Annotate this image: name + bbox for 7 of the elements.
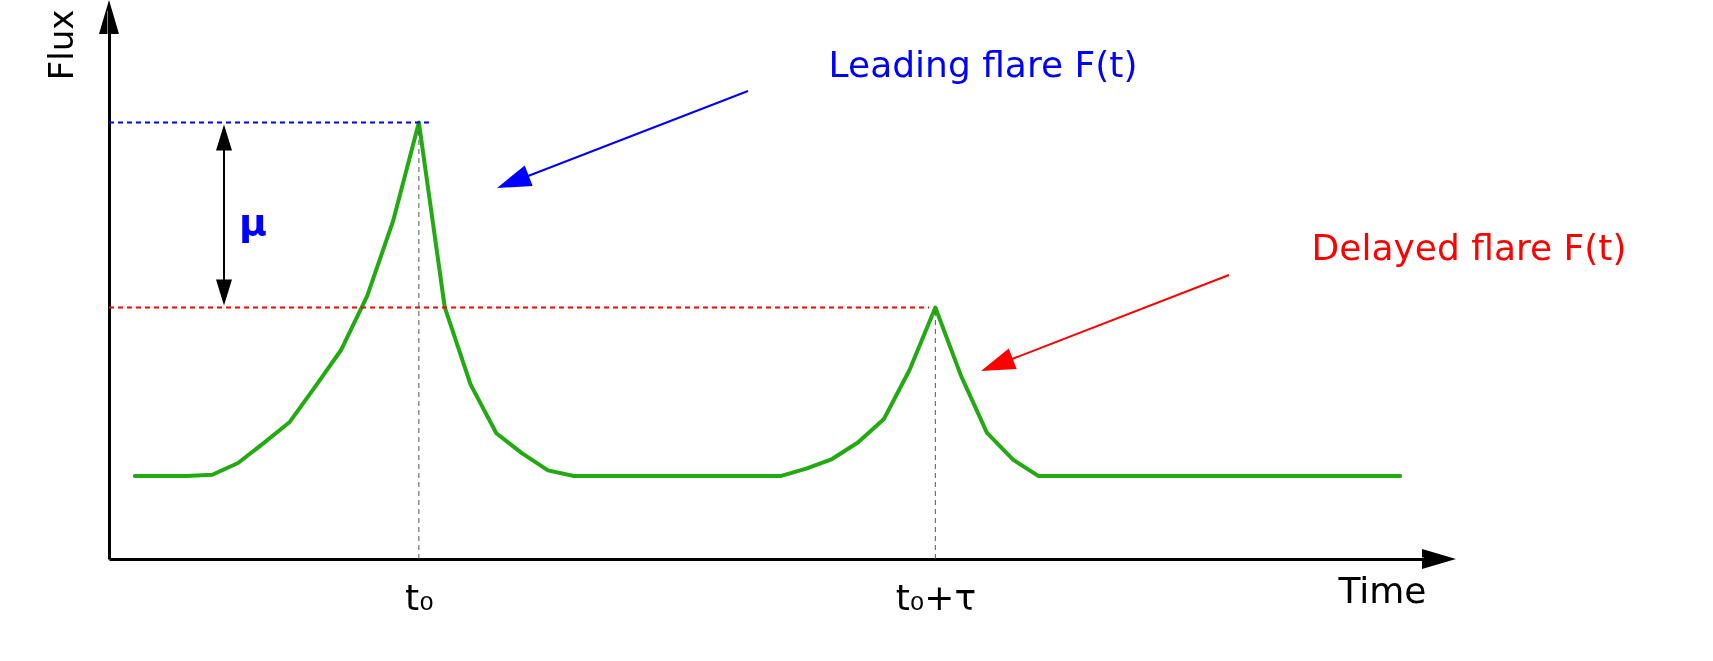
- y-axis-title: Flux: [40, 9, 81, 81]
- x-axis-title: Time: [1337, 569, 1427, 611]
- annotation: μ: [239, 200, 267, 244]
- x-tick-label: t₀: [405, 576, 434, 618]
- annotation: Delayed flare F(t): [1311, 227, 1627, 268]
- text: Leading flare F(t): [828, 44, 1138, 85]
- x-tick-label: t₀+τ: [895, 576, 977, 618]
